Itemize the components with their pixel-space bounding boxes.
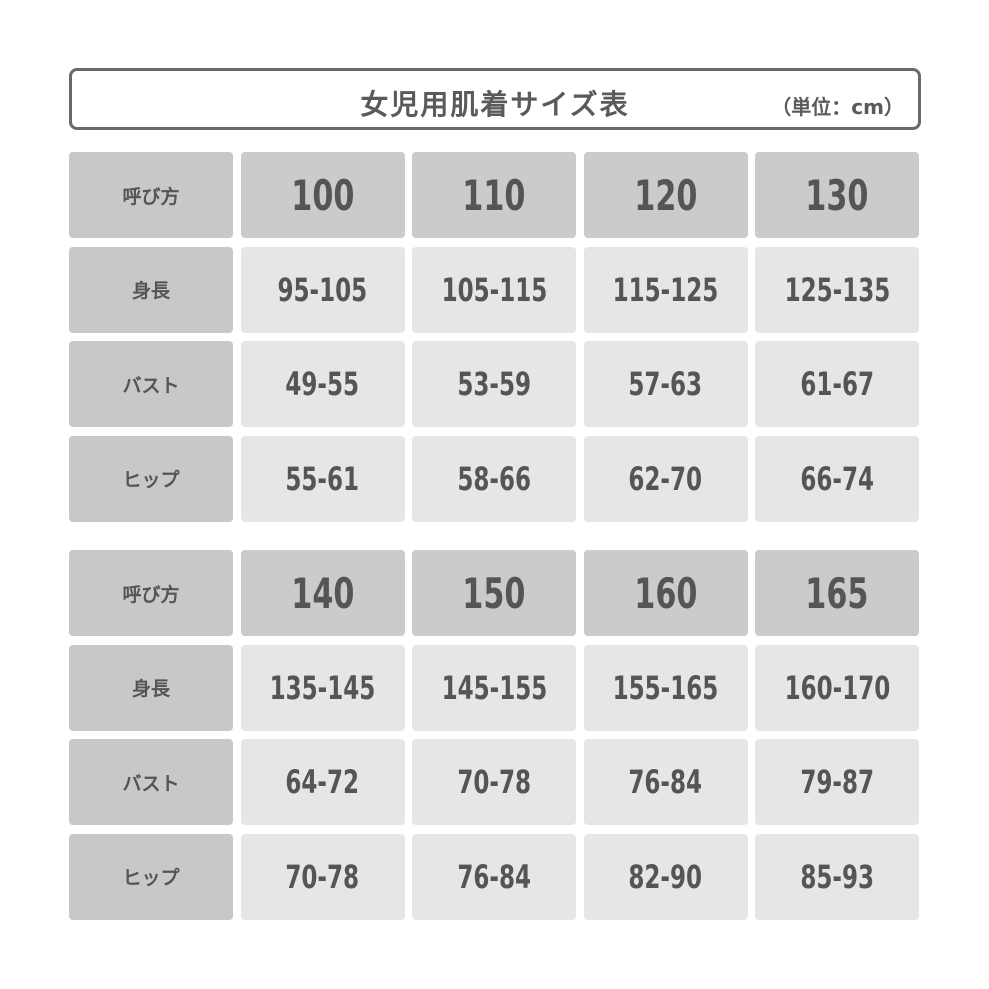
table-cell: 85-93 <box>755 833 919 920</box>
cell-value: 76-84 <box>628 763 703 801</box>
table-cell: 82-90 <box>583 833 748 920</box>
cell-value: 140 <box>290 568 355 618</box>
table-cell: 55-61 <box>240 435 405 522</box>
table-cell: 76-84 <box>583 739 748 825</box>
size-table-2: 呼び方 140 150 160 165 身長 135-145 145-155 155-165 16… <box>69 550 919 920</box>
table-cell: 57-63 <box>583 341 748 427</box>
size-header-cell: 110 <box>412 152 576 238</box>
table-cell: 61-67 <box>755 341 919 427</box>
size-header-cell: 100 <box>240 152 405 238</box>
row-label-bust: バスト <box>69 341 233 427</box>
cell-value: 160-170 <box>784 668 890 707</box>
unit-label: （単位：cm） <box>771 95 904 119</box>
table-cell: 49-55 <box>240 341 405 427</box>
table-cell: 66-74 <box>755 435 919 522</box>
row-label-bust: バスト <box>69 739 233 825</box>
cell-value: 58-66 <box>457 459 531 498</box>
cell-value: 105-115 <box>441 270 547 309</box>
row-label-hip: ヒップ <box>69 435 233 522</box>
table-cell: 62-70 <box>583 435 748 522</box>
table-cell: 145-155 <box>412 644 576 731</box>
table-cell: 70-78 <box>412 739 576 825</box>
cell-value: 115-125 <box>612 270 719 309</box>
cell-value: 57-63 <box>628 365 703 403</box>
cell-value: 49-55 <box>285 365 360 403</box>
table-cell: 115-125 <box>583 246 748 333</box>
table-cell: 155-165 <box>583 644 748 731</box>
cell-value: 70-78 <box>285 857 360 896</box>
cell-value: 145-155 <box>441 668 547 707</box>
cell-value: 125-135 <box>784 270 890 309</box>
cell-value: 155-165 <box>612 668 719 707</box>
table-cell: 79-87 <box>755 739 919 825</box>
cell-value: 62-70 <box>628 459 703 498</box>
size-header-cell: 165 <box>755 550 919 636</box>
size-table-1: 呼び方 100 110 120 130 身長 95-105 105-115 115-125 125… <box>69 152 919 522</box>
table-cell: 135-145 <box>240 644 405 731</box>
table-cell: 76-84 <box>412 833 576 920</box>
cell-value: 55-61 <box>285 459 360 498</box>
size-header-cell: 130 <box>755 152 919 238</box>
cell-value: 76-84 <box>457 857 531 896</box>
cell-value: 85-93 <box>800 857 874 896</box>
cell-value: 53-59 <box>457 365 531 403</box>
table-cell: 53-59 <box>412 341 576 427</box>
cell-value: 120 <box>633 170 698 220</box>
row-label-hip: ヒップ <box>69 833 233 920</box>
cell-value: 64-72 <box>285 763 360 801</box>
cell-value: 66-74 <box>800 459 874 498</box>
table-cell: 70-78 <box>240 833 405 920</box>
table-cell: 64-72 <box>240 739 405 825</box>
cell-value: 130 <box>805 170 869 220</box>
row-label-height: 身長 <box>69 644 233 731</box>
page-title: 女児用肌着サイズ表 <box>360 88 630 121</box>
cell-value: 150 <box>462 568 526 618</box>
cell-value: 110 <box>462 170 526 220</box>
cell-value: 135-145 <box>269 668 376 707</box>
table-cell: 160-170 <box>755 644 919 731</box>
cell-value: 95-105 <box>277 270 368 309</box>
cell-value: 160 <box>633 568 698 618</box>
cell-value: 70-78 <box>457 763 531 801</box>
size-header-cell: 120 <box>583 152 748 238</box>
table-cell: 58-66 <box>412 435 576 522</box>
row-label-height: 身長 <box>69 246 233 333</box>
row-label-name: 呼び方 <box>69 550 233 636</box>
cell-value: 82-90 <box>628 857 703 896</box>
table-cell: 105-115 <box>412 246 576 333</box>
cell-value: 79-87 <box>800 763 874 801</box>
table-cell: 125-135 <box>755 246 919 333</box>
size-header-cell: 160 <box>583 550 748 636</box>
title-box: 女児用肌着サイズ表 （単位：cm） <box>69 68 921 130</box>
size-header-cell: 140 <box>240 550 405 636</box>
row-label-name: 呼び方 <box>69 152 233 238</box>
size-header-cell: 150 <box>412 550 576 636</box>
cell-value: 165 <box>805 568 869 618</box>
cell-value: 100 <box>290 170 355 220</box>
table-cell: 95-105 <box>240 246 405 333</box>
cell-value: 61-67 <box>800 365 874 403</box>
